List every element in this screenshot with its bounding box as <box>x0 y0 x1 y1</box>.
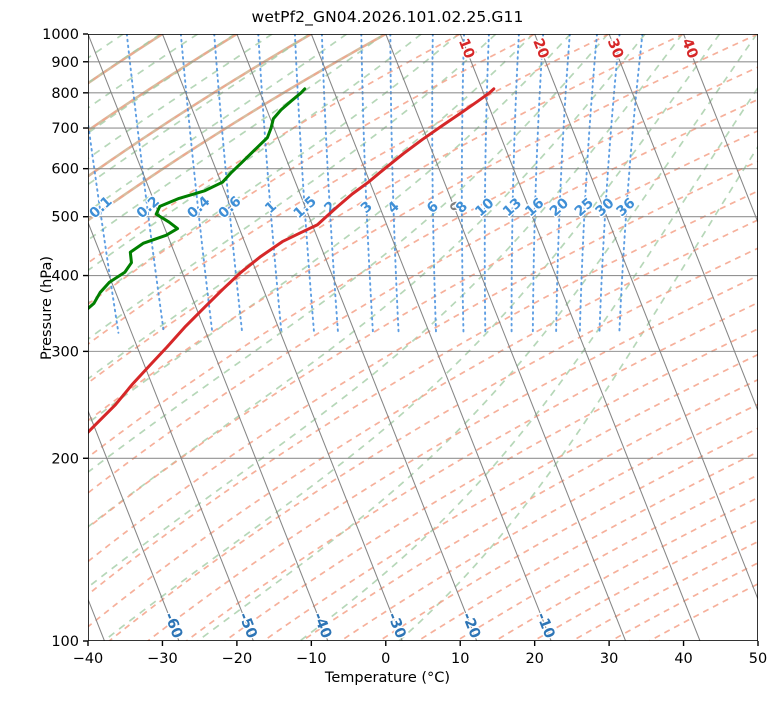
dry-adiabat-line <box>88 34 758 422</box>
moist-adiabat-line <box>88 34 460 305</box>
isotherm-group <box>88 34 758 641</box>
y-tick-label: 800 <box>51 86 79 102</box>
mixing-ratio-line <box>125 34 165 334</box>
isotherm-line <box>608 34 758 413</box>
x-tick-label: 0 <box>381 651 390 667</box>
x-axis-label: Temperature (°C) <box>324 670 451 686</box>
dry-adiabat-line <box>88 160 758 563</box>
y-tick-label: 1000 <box>42 27 79 43</box>
isotherm-line <box>88 220 254 641</box>
x-tick-label: 40 <box>674 651 692 667</box>
mixing-ratio-line <box>460 34 465 334</box>
dry-adiabat-line <box>108 247 758 641</box>
isotherm-line <box>88 409 180 641</box>
mixing-ratio-line <box>360 34 374 334</box>
dry-adiabat-line <box>494 496 758 641</box>
moist-adiabat-line <box>197 34 758 641</box>
moist-adiabat-group <box>88 34 758 641</box>
isotherm-line <box>683 34 758 224</box>
mixing-ratio-line <box>88 116 120 334</box>
mixing-ratio-line <box>555 34 571 334</box>
dry-adiabat-line <box>88 34 536 306</box>
dry-adiabat-line <box>88 34 387 222</box>
dry-adiabat-line <box>340 403 758 641</box>
x-tick-label: −30 <box>147 651 178 667</box>
moist-adiabat-line <box>103 34 721 641</box>
isotherm-line <box>161 34 403 641</box>
y-tick-label: 300 <box>51 344 79 360</box>
x-axis-ticks: −40 −30 −20 −10 0 10 20 30 40 50 <box>73 641 767 667</box>
isobar-grid-group <box>88 34 758 641</box>
moist-adiabat-line <box>88 34 385 242</box>
dry-adiabat-line <box>88 34 684 384</box>
mixing-ratio-line <box>293 34 316 334</box>
moist-adiabat-line <box>88 34 646 528</box>
isotherm-line <box>534 34 758 601</box>
mixing-ratio-line <box>389 34 400 334</box>
y-tick-label: 900 <box>51 55 79 71</box>
chart-title: wetPf2_GN04.2026.101.02.25.G11 <box>251 8 524 26</box>
plot-area: -60 -50 -40 -30 -20 -10 0 10 20 30 40 0.1 0.2 0.4 0.6… <box>42 27 767 667</box>
y-axis-label: Pressure (hPa) <box>39 256 55 361</box>
dry-adiabat-line <box>88 219 758 628</box>
dry-adiabat-line <box>88 129 758 529</box>
y-tick-label: 400 <box>51 269 79 285</box>
x-tick-label: 50 <box>749 651 767 667</box>
dry-adiabat-line <box>378 427 758 641</box>
x-tick-label: 10 <box>451 651 469 667</box>
moist-adiabat-line <box>398 145 758 641</box>
y-tick-label: 500 <box>51 210 79 226</box>
isotherm-line <box>310 34 552 641</box>
mixing-ratio-line <box>531 34 545 334</box>
temperature-profile-line <box>88 87 496 435</box>
data-series-group <box>88 87 496 435</box>
dry-adiabat-line <box>185 301 758 641</box>
mixing-ratio-line <box>483 34 490 334</box>
moist-adiabat-line <box>88 34 422 272</box>
mixing-ratio-line <box>598 34 621 334</box>
isotherm-line <box>236 34 478 641</box>
dry-adiabat-line <box>456 474 758 641</box>
x-tick-label: 20 <box>525 651 543 667</box>
isotherm-line <box>88 34 329 641</box>
x-tick-label: −10 <box>296 651 327 667</box>
dry-adiabat-line <box>263 353 758 641</box>
moist-adiabat-line <box>88 34 497 341</box>
mixing-ratio-line <box>320 34 339 334</box>
y-tick-label: 600 <box>51 162 79 178</box>
y-tick-label: 700 <box>51 121 79 137</box>
isotherm-line <box>459 34 701 641</box>
moist-adiabat-line <box>88 34 684 589</box>
mixing-ratio-line <box>618 34 644 334</box>
mixing-ratio-line <box>213 34 244 334</box>
mixing-ratio-line <box>257 34 283 334</box>
mixing-ratio-line <box>431 34 437 334</box>
mixing-ratio-line <box>510 34 520 334</box>
moist-adiabat-line <box>299 86 758 641</box>
x-tick-label: 30 <box>600 651 618 667</box>
isotherm-line <box>385 34 627 641</box>
dry-adiabat-line <box>88 66 758 459</box>
moist-adiabat-line <box>88 34 609 474</box>
y-tick-label: 200 <box>51 451 79 467</box>
dewpoint-profile-line <box>88 87 307 311</box>
dry-adiabat-line <box>88 34 610 346</box>
dry-adiabat-line <box>88 98 758 494</box>
dry-adiabat-group <box>88 34 758 641</box>
mixing-ratio-line <box>578 34 598 334</box>
x-tick-label: −40 <box>73 651 104 667</box>
y-tick-label: 100 <box>51 634 79 650</box>
mixing-ratio-group <box>88 34 644 334</box>
mixing-ratio-line <box>179 34 214 334</box>
dry-adiabat-line <box>88 34 312 178</box>
moist-adiabat-line <box>88 34 348 213</box>
x-tick-label: −20 <box>222 651 253 667</box>
